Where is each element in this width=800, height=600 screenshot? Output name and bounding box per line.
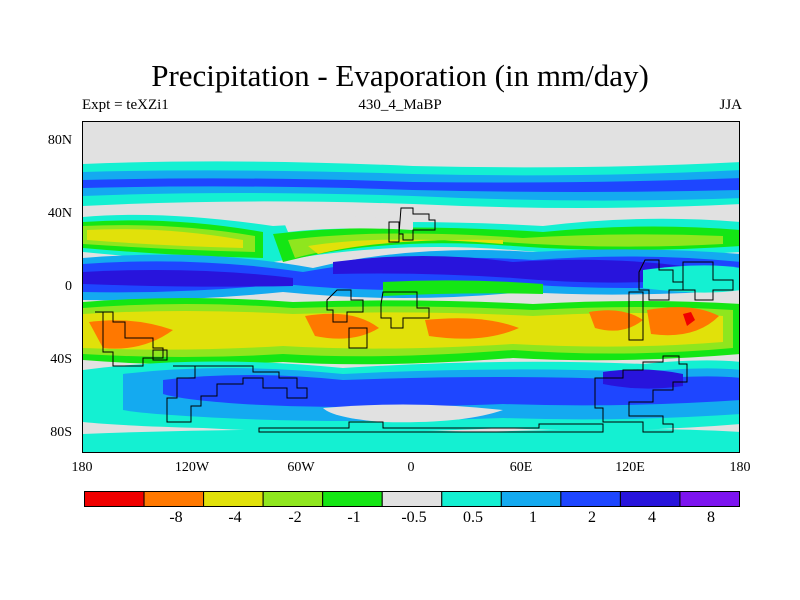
field-contour: [305, 313, 379, 339]
field-contour: [83, 311, 723, 350]
lon-tick-label: 60E: [509, 460, 533, 475]
field-contour: [647, 307, 719, 336]
coastline: [594, 355, 688, 433]
coastline: [95, 311, 164, 367]
coastline: [388, 221, 400, 243]
coastline-outlines: [95, 207, 734, 433]
field-contour: [683, 312, 695, 326]
colorbar-tick-label: 2: [588, 509, 596, 526]
colorbar-box: [560, 491, 621, 507]
lat-tick-label: 80S: [50, 425, 72, 440]
lon-tick-label: 180: [729, 460, 751, 475]
field-contour: [283, 216, 413, 232]
season-label: JJA: [719, 97, 742, 113]
coastline: [348, 327, 368, 349]
colorbar-box: [679, 491, 740, 507]
lon-tick-label: 120W: [174, 460, 210, 475]
coastline: [258, 421, 604, 433]
lat-tick-label: 0: [65, 279, 72, 294]
lon-tick-label: 0: [407, 460, 415, 475]
colorbar-box: [381, 491, 443, 507]
colorbar-tick-label: -1: [347, 509, 361, 526]
field-contour: [87, 229, 243, 248]
field-contour: [83, 270, 293, 287]
precip-evap-map: [83, 122, 739, 452]
map-plot-area: [82, 121, 740, 453]
coastline: [380, 291, 430, 329]
coastline: [628, 291, 644, 341]
colorbar-box: [500, 491, 562, 507]
field-contour: [83, 178, 739, 192]
colorbar-tick-label: -8: [169, 509, 183, 526]
coastline: [152, 349, 168, 361]
field-contour: [89, 320, 173, 349]
lon-tick-label: 60W: [287, 460, 315, 475]
experiment-label: Expt = teXZi1: [82, 97, 169, 113]
colorbar-box: [619, 491, 681, 507]
colorbar-tick-label: -4: [228, 509, 242, 526]
colorbar-box: [84, 491, 145, 507]
period-label: 430_4_MaBP: [358, 97, 442, 113]
field-contour: [83, 429, 739, 452]
colorbar-tick-label: -2: [288, 509, 302, 526]
field-contour: [425, 318, 519, 339]
colorbar-box: [322, 491, 383, 507]
lon-tick-label: 120E: [615, 460, 645, 475]
lon-tick-label: 180: [71, 460, 93, 475]
coastline: [398, 207, 436, 241]
colorbar-box: [203, 491, 264, 507]
colorbar-tick-label: 4: [648, 509, 656, 526]
colorbar-box: [143, 491, 205, 507]
coastline: [682, 261, 734, 301]
chart-title: Precipitation - Evaporation (in mm/day): [151, 58, 649, 93]
colorbar-box: [441, 491, 502, 507]
field-contour: [383, 280, 543, 296]
lat-tick-label: 40S: [50, 352, 72, 367]
field-contour: [323, 404, 503, 423]
colorbar-tick-label: 8: [707, 509, 715, 526]
field-contour: [643, 265, 739, 293]
colorbar-box: [262, 491, 324, 507]
coastline: [166, 365, 308, 423]
colorbar: [84, 491, 740, 507]
colorbar-tick-label: 0.5: [463, 509, 483, 526]
coastline: [638, 259, 684, 301]
colorbar-tick-label: -0.5: [401, 509, 427, 526]
field-contour: [333, 256, 683, 283]
colorbar-tick-label: 1: [529, 509, 537, 526]
field-contour: [603, 369, 683, 389]
lat-tick-label: 80N: [47, 133, 72, 148]
field-contour: [308, 239, 503, 254]
lat-tick-label: 40N: [47, 206, 72, 221]
coastline: [326, 289, 364, 323]
